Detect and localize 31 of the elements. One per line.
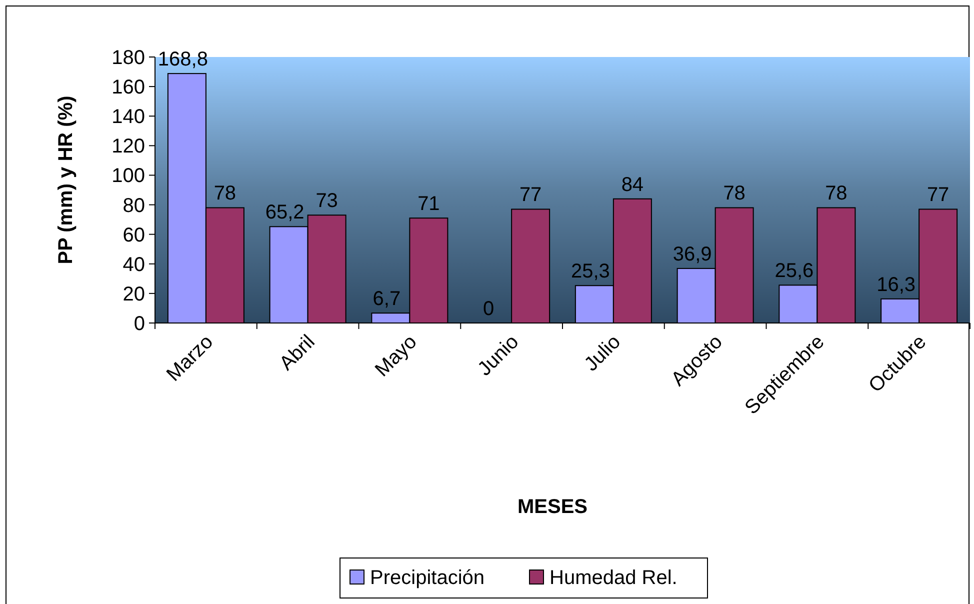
data-label: 84 <box>621 174 644 196</box>
y-tick-label: 180 <box>112 47 145 69</box>
y-tick-label: 60 <box>122 224 145 246</box>
legend-label: Precipitación <box>370 567 485 589</box>
y-tick-label: 80 <box>122 194 145 217</box>
data-label: 78 <box>825 182 848 205</box>
data-label: 25,6 <box>774 260 814 282</box>
data-label: 77 <box>519 184 542 206</box>
data-label: 78 <box>723 182 746 205</box>
data-label: 168,8 <box>158 48 208 71</box>
data-label: 78 <box>214 182 236 205</box>
data-label: 71 <box>418 193 440 216</box>
data-label: 25,3 <box>570 260 610 283</box>
legend-label: Humedad Rel. <box>550 567 678 589</box>
data-label: 77 <box>926 184 950 206</box>
y-tick-label: 40 <box>122 254 145 276</box>
x-axis-title: MESES <box>517 496 588 518</box>
y-tick-label: 100 <box>112 165 145 188</box>
data-label: 16,3 <box>876 274 916 296</box>
data-label: 0 <box>483 298 494 320</box>
data-label: 36,9 <box>672 243 712 266</box>
x-tick-label: Julio <box>580 330 625 376</box>
data-label: 65,2 <box>265 202 304 224</box>
data-label: 6,7 <box>372 288 401 310</box>
y-tick-label: 160 <box>112 76 145 99</box>
data-label: 73 <box>316 190 338 212</box>
y-tick-label: 20 <box>122 283 145 306</box>
y-tick-label: 0 <box>134 313 145 335</box>
y-tick-label: 120 <box>112 136 145 158</box>
y-tick-label: 140 <box>112 106 145 128</box>
y-axis-title: PP (mm) y HR (%) <box>55 96 77 264</box>
